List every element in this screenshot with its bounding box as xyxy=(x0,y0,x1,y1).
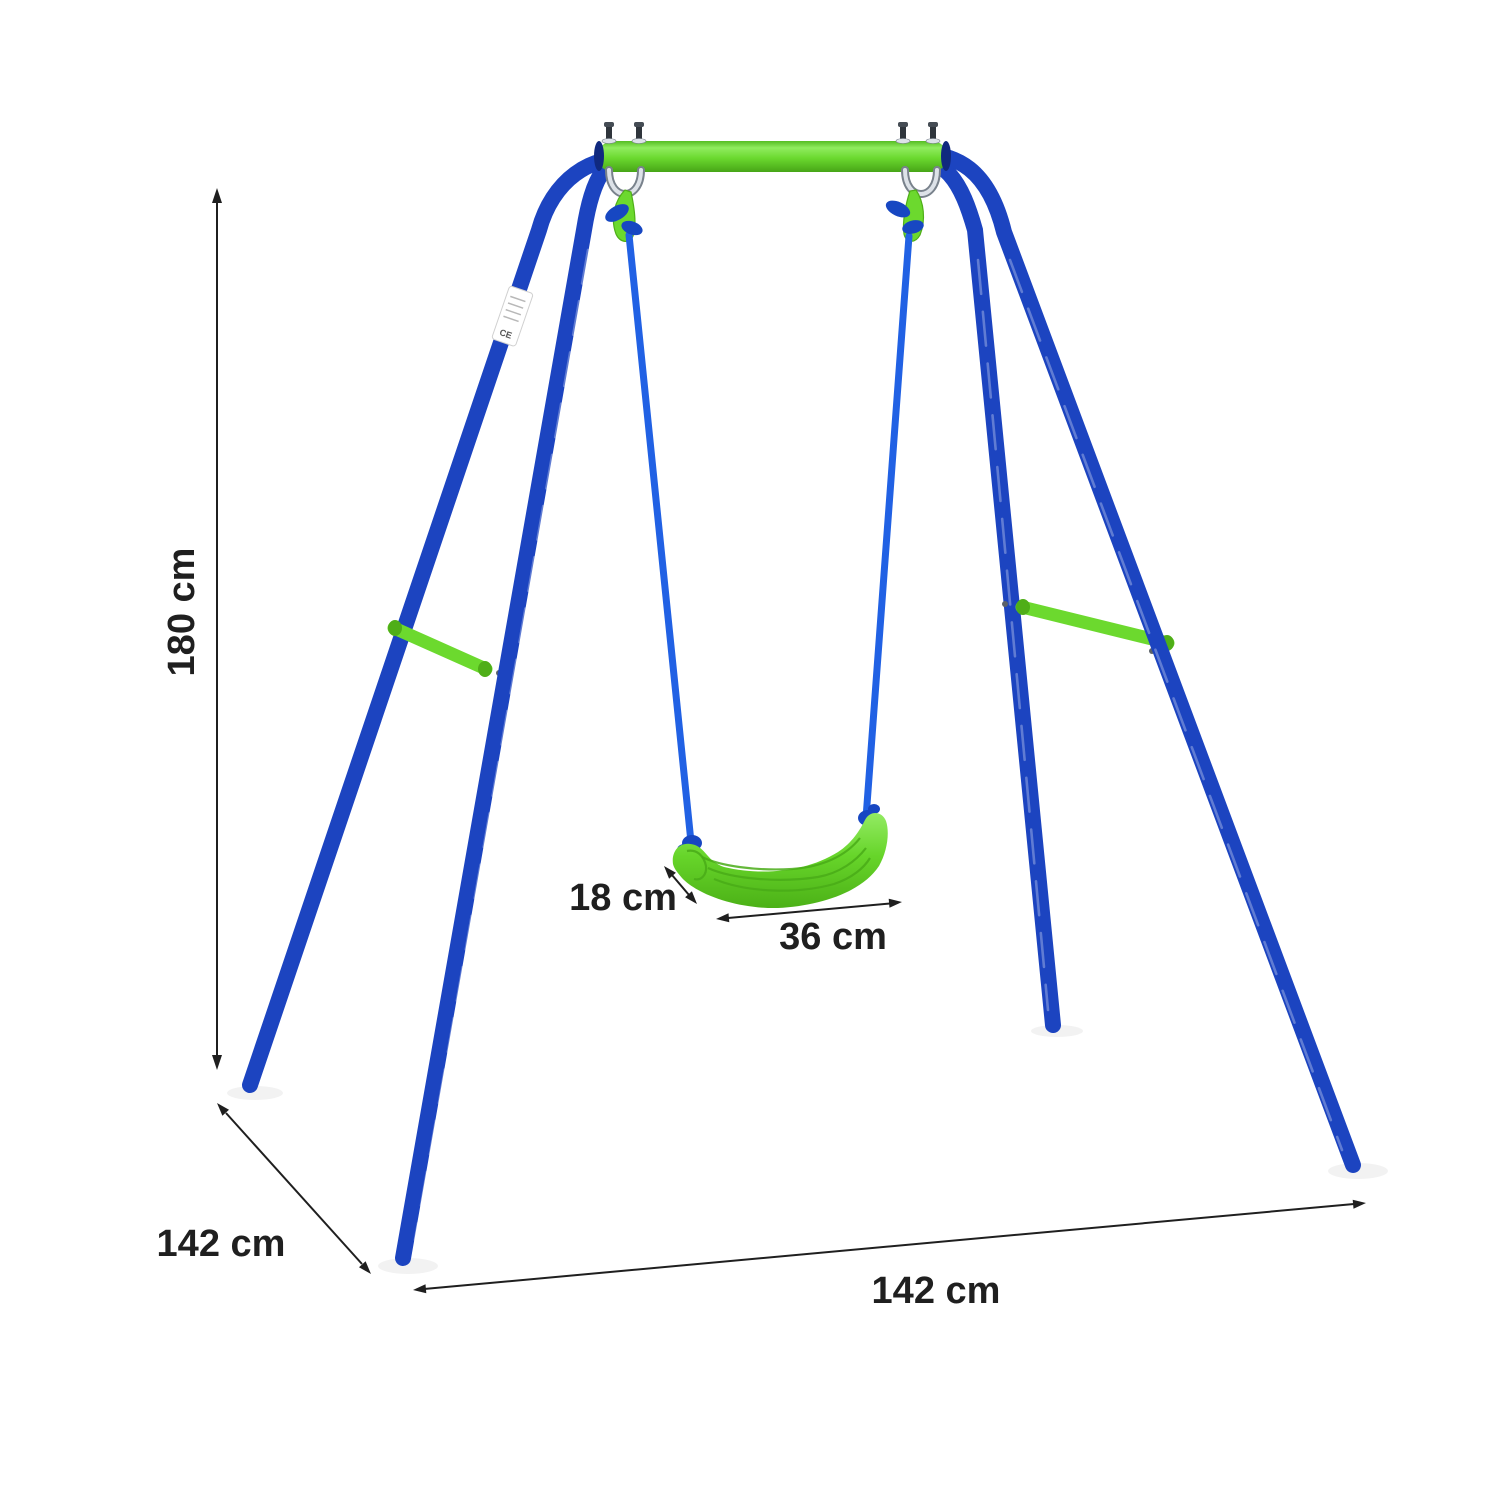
top-bar xyxy=(598,141,947,172)
bolt xyxy=(925,122,941,144)
shadow-back-left-foot xyxy=(227,1086,283,1100)
ce-mark-text: CE xyxy=(498,327,513,341)
back-right-leg-highlight xyxy=(976,258,1050,1012)
seat-depth-dim-line xyxy=(671,874,690,896)
bolt xyxy=(601,122,617,144)
front-left-leg-highlight xyxy=(413,248,590,1242)
top-bar-bolts xyxy=(601,122,941,144)
top-bar-left-cap xyxy=(594,141,604,171)
seat-ridge xyxy=(707,847,867,881)
swing-seat xyxy=(672,812,888,909)
seat-width-label: 36 cm xyxy=(779,916,887,958)
left-crossbar-tube xyxy=(387,621,493,676)
bolt xyxy=(895,122,911,144)
dimension-seat-depth: 18 cm xyxy=(569,866,697,919)
frame-height-label: 180 cm xyxy=(161,548,203,677)
left-rope-cleat xyxy=(605,204,629,222)
front-right-leg xyxy=(894,146,1361,1173)
top-bar-right-cap xyxy=(941,141,951,171)
right-crossbar-tube xyxy=(1015,600,1175,650)
left-rope xyxy=(625,231,695,846)
depth-dim-line xyxy=(225,1112,363,1265)
seat-ridge xyxy=(686,849,708,881)
dimension-frame-width: 142 cm xyxy=(413,1199,1366,1312)
arrowhead-left-icon xyxy=(413,1284,427,1294)
seat-ridge xyxy=(713,857,871,892)
seat-ridge xyxy=(701,837,861,871)
swing-ropes xyxy=(605,189,925,856)
frame-depth-label: 142 cm xyxy=(157,1223,286,1265)
left-rope-cleat xyxy=(621,220,643,236)
front-right-leg-highlight xyxy=(1008,258,1344,1152)
right-shackle xyxy=(901,166,941,198)
arrowhead-upleft-icon xyxy=(664,866,676,879)
right-crossbar xyxy=(1002,599,1175,654)
dimension-frame-height: 180 cm xyxy=(161,188,222,1070)
seat-depth-label: 18 cm xyxy=(569,877,677,919)
left-crossbar-end-cap xyxy=(478,661,492,677)
right-rope-cleat xyxy=(902,220,924,234)
arrowhead-up-icon xyxy=(212,188,222,203)
arrowhead-down-icon xyxy=(212,1055,222,1070)
ce-sticker: CE xyxy=(491,285,534,347)
frame-width-label: 142 cm xyxy=(872,1270,1001,1312)
arrowhead-upleft-icon xyxy=(217,1103,229,1116)
dimension-seat-width: 36 cm xyxy=(716,898,902,958)
right-crossbar-end-cap xyxy=(1016,599,1030,615)
left-crossbar-end-cap xyxy=(388,620,402,636)
dimension-frame-depth: 142 cm xyxy=(157,1103,371,1274)
right-rope-cleat xyxy=(885,200,911,218)
dimension-annotations: 180 cm 142 cm 142 cm 18 cm 36 cm xyxy=(157,188,1366,1312)
swing-frame xyxy=(242,122,1361,1266)
width-dim-line xyxy=(423,1203,1355,1290)
crossbar-bolt xyxy=(1002,601,1008,607)
seat-width-dim-line xyxy=(727,902,891,919)
bolt xyxy=(631,122,647,144)
arrowhead-right-icon xyxy=(1352,1199,1366,1209)
arrowhead-right-icon xyxy=(888,898,902,908)
right-rope xyxy=(862,232,913,822)
shadow-front-left-foot xyxy=(378,1258,438,1274)
arrowhead-left-icon xyxy=(716,913,730,923)
arrowhead-downright-icon xyxy=(685,891,697,904)
arrowhead-downright-icon xyxy=(359,1261,371,1274)
